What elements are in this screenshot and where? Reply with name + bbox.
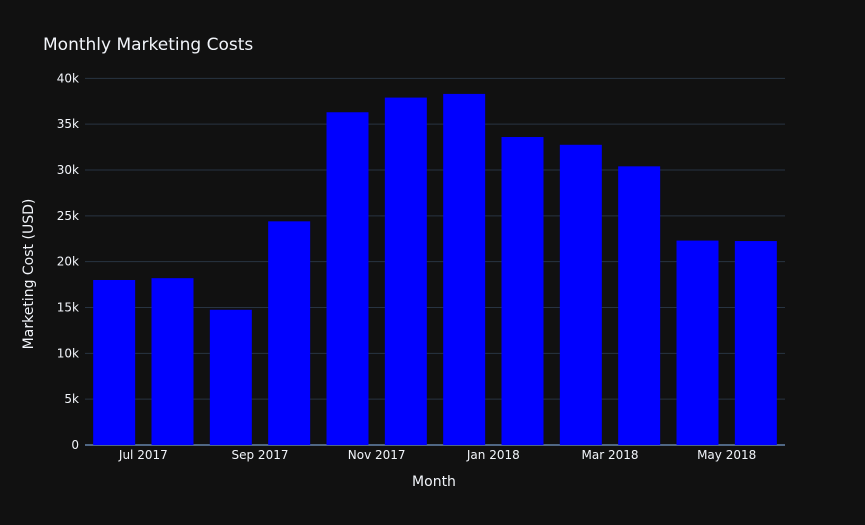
x-tick-label: Mar 2018 xyxy=(582,448,639,462)
y-tick-label: 40k xyxy=(57,71,79,85)
bar-2017-08 xyxy=(209,309,252,445)
x-tick-label: Nov 2017 xyxy=(348,448,406,462)
y-tick-label: 15k xyxy=(57,301,79,315)
bar-2017-11 xyxy=(384,97,427,445)
y-axis-title: Marketing Cost (USD) xyxy=(21,199,37,350)
gridlines xyxy=(85,77,785,446)
x-tick-label: Sep 2017 xyxy=(232,448,289,462)
bars xyxy=(93,93,777,446)
x-tick-label: May 2018 xyxy=(697,448,756,462)
y-tick-label: 25k xyxy=(57,209,79,223)
bar-2017-09 xyxy=(268,221,311,445)
bar-2018-03 xyxy=(618,166,661,446)
x-tick-label: Jan 2018 xyxy=(466,448,520,462)
y-tick-label: 35k xyxy=(57,117,79,131)
bar-2017-07 xyxy=(151,278,194,445)
x-axis-ticks: Jul 2017 Sep 2017 Nov 2017 Jan 2018 Mar 2018… xyxy=(118,448,756,462)
bar-2018-05 xyxy=(734,241,777,445)
bar-2017-12 xyxy=(443,93,486,446)
chart-title: Monthly Marketing Costs xyxy=(43,35,253,55)
x-tick-label: Jul 2017 xyxy=(118,448,168,462)
bar-2017-10 xyxy=(326,112,369,445)
bar-2018-04 xyxy=(676,240,719,445)
y-tick-label: 5k xyxy=(64,392,79,406)
y-axis-ticks: 0 5k 10k 15k 20k 25k 30k 35k 40k xyxy=(57,71,79,452)
y-tick-label: 0 xyxy=(71,438,79,452)
bar-2018-02 xyxy=(559,144,602,445)
y-tick-label: 30k xyxy=(57,163,79,177)
bar-2018-01 xyxy=(501,137,544,445)
x-axis-title: Month xyxy=(412,474,456,490)
y-tick-label: 20k xyxy=(57,255,79,269)
y-tick-label: 10k xyxy=(57,346,79,360)
bar-2017-06 xyxy=(93,280,136,445)
